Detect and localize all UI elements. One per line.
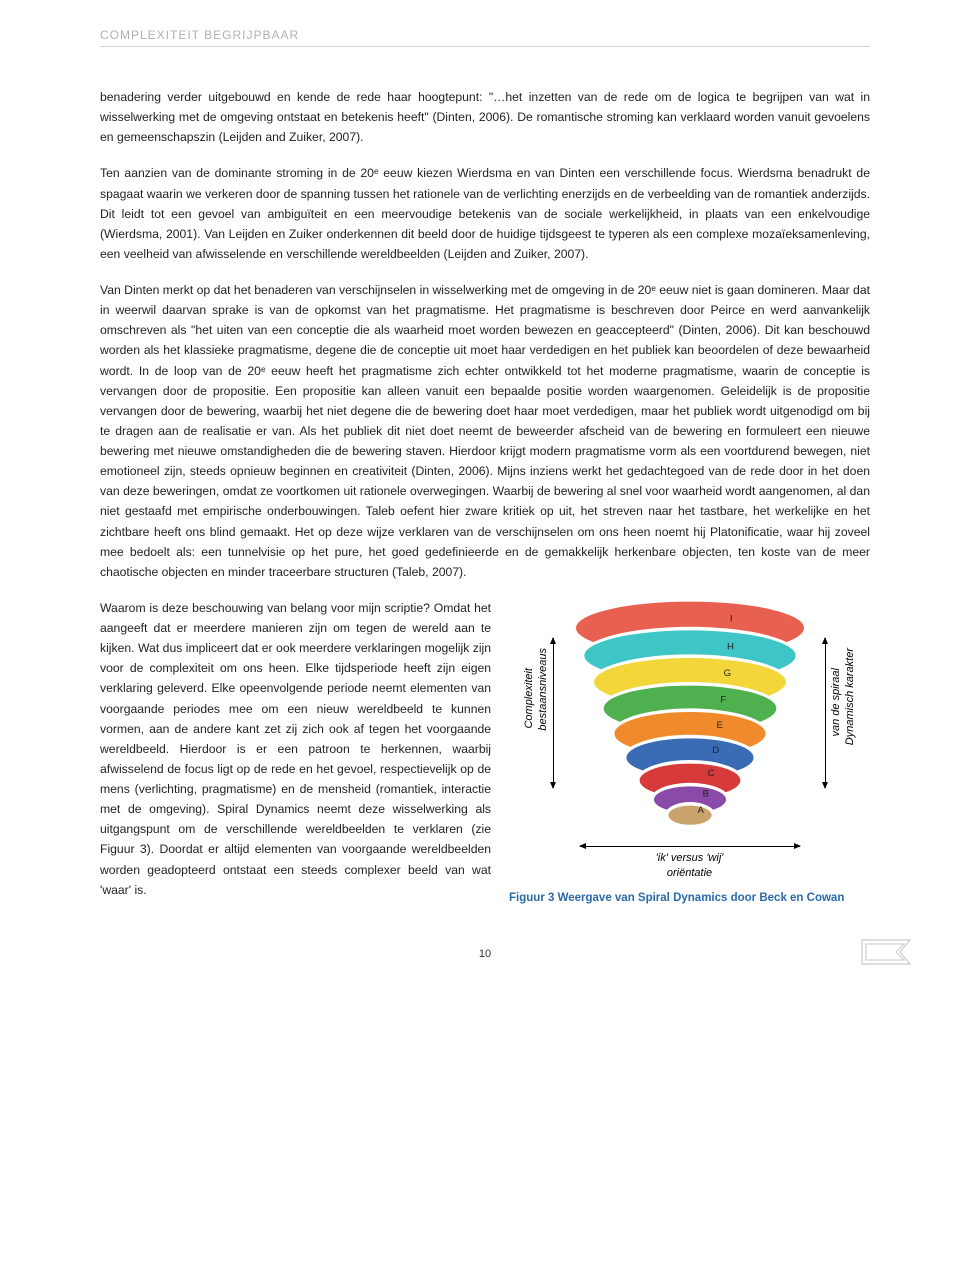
paragraph-2: Ten aanzien van de dominante stroming in… — [100, 163, 870, 264]
axis-label-right-2: van de spiraal — [830, 668, 842, 737]
paragraph-1: benadering verder uitgebouwd en kende de… — [100, 87, 870, 147]
figure-caption: Figuur 3 Weergave van Spiral Dynamics do… — [509, 890, 870, 906]
svg-text:G: G — [723, 668, 730, 679]
svg-text:F: F — [720, 695, 726, 706]
left-column: Waarom is deze beschouwing van belang vo… — [100, 598, 491, 916]
svg-text:E: E — [716, 720, 722, 731]
axis-label-bottom-2: oriëntatie — [667, 866, 712, 881]
axis-label-bottom-1: 'ik' versus 'wij' — [656, 851, 724, 866]
two-column-section: Waarom is deze beschouwing van belang vo… — [100, 598, 870, 916]
axis-label-right-1: Dynamisch karakter — [844, 648, 856, 745]
paragraph-4: Waarom is deze beschouwing van belang vo… — [100, 598, 491, 900]
axis-label-left-1: Complexiteit — [523, 668, 535, 729]
horizontal-arrow-icon — [580, 846, 800, 847]
spiral-figure: Complexiteit bestaansniveaus I H G F E D CBA D… — [509, 598, 870, 838]
paragraph-3: Van Dinten merkt op dat het benaderen va… — [100, 280, 870, 582]
svg-text:A: A — [697, 805, 704, 816]
page-footer: 10 — [100, 944, 870, 984]
spiral-dynamics-icon: I H G F E D CBA — [550, 598, 830, 838]
figure-column: Complexiteit bestaansniveaus I H G F E D CBA D… — [509, 598, 870, 916]
svg-text:C: C — [707, 768, 714, 779]
document-page: COMPLEXITEIT BEGRIJPBAAR benadering verd… — [0, 0, 960, 1024]
vertical-arrow-left-icon — [553, 638, 554, 788]
svg-text:D: D — [712, 745, 719, 756]
axis-label-left-2: bestaansniveaus — [537, 648, 549, 731]
vertical-arrow-right-icon — [825, 638, 826, 788]
svg-text:H: H — [726, 641, 733, 652]
page-number: 10 — [479, 948, 491, 960]
svg-text:I: I — [729, 613, 732, 624]
page-header: COMPLEXITEIT BEGRIJPBAAR — [100, 28, 870, 47]
svg-text:B: B — [702, 788, 708, 799]
page-corner-flag-icon — [860, 938, 920, 980]
